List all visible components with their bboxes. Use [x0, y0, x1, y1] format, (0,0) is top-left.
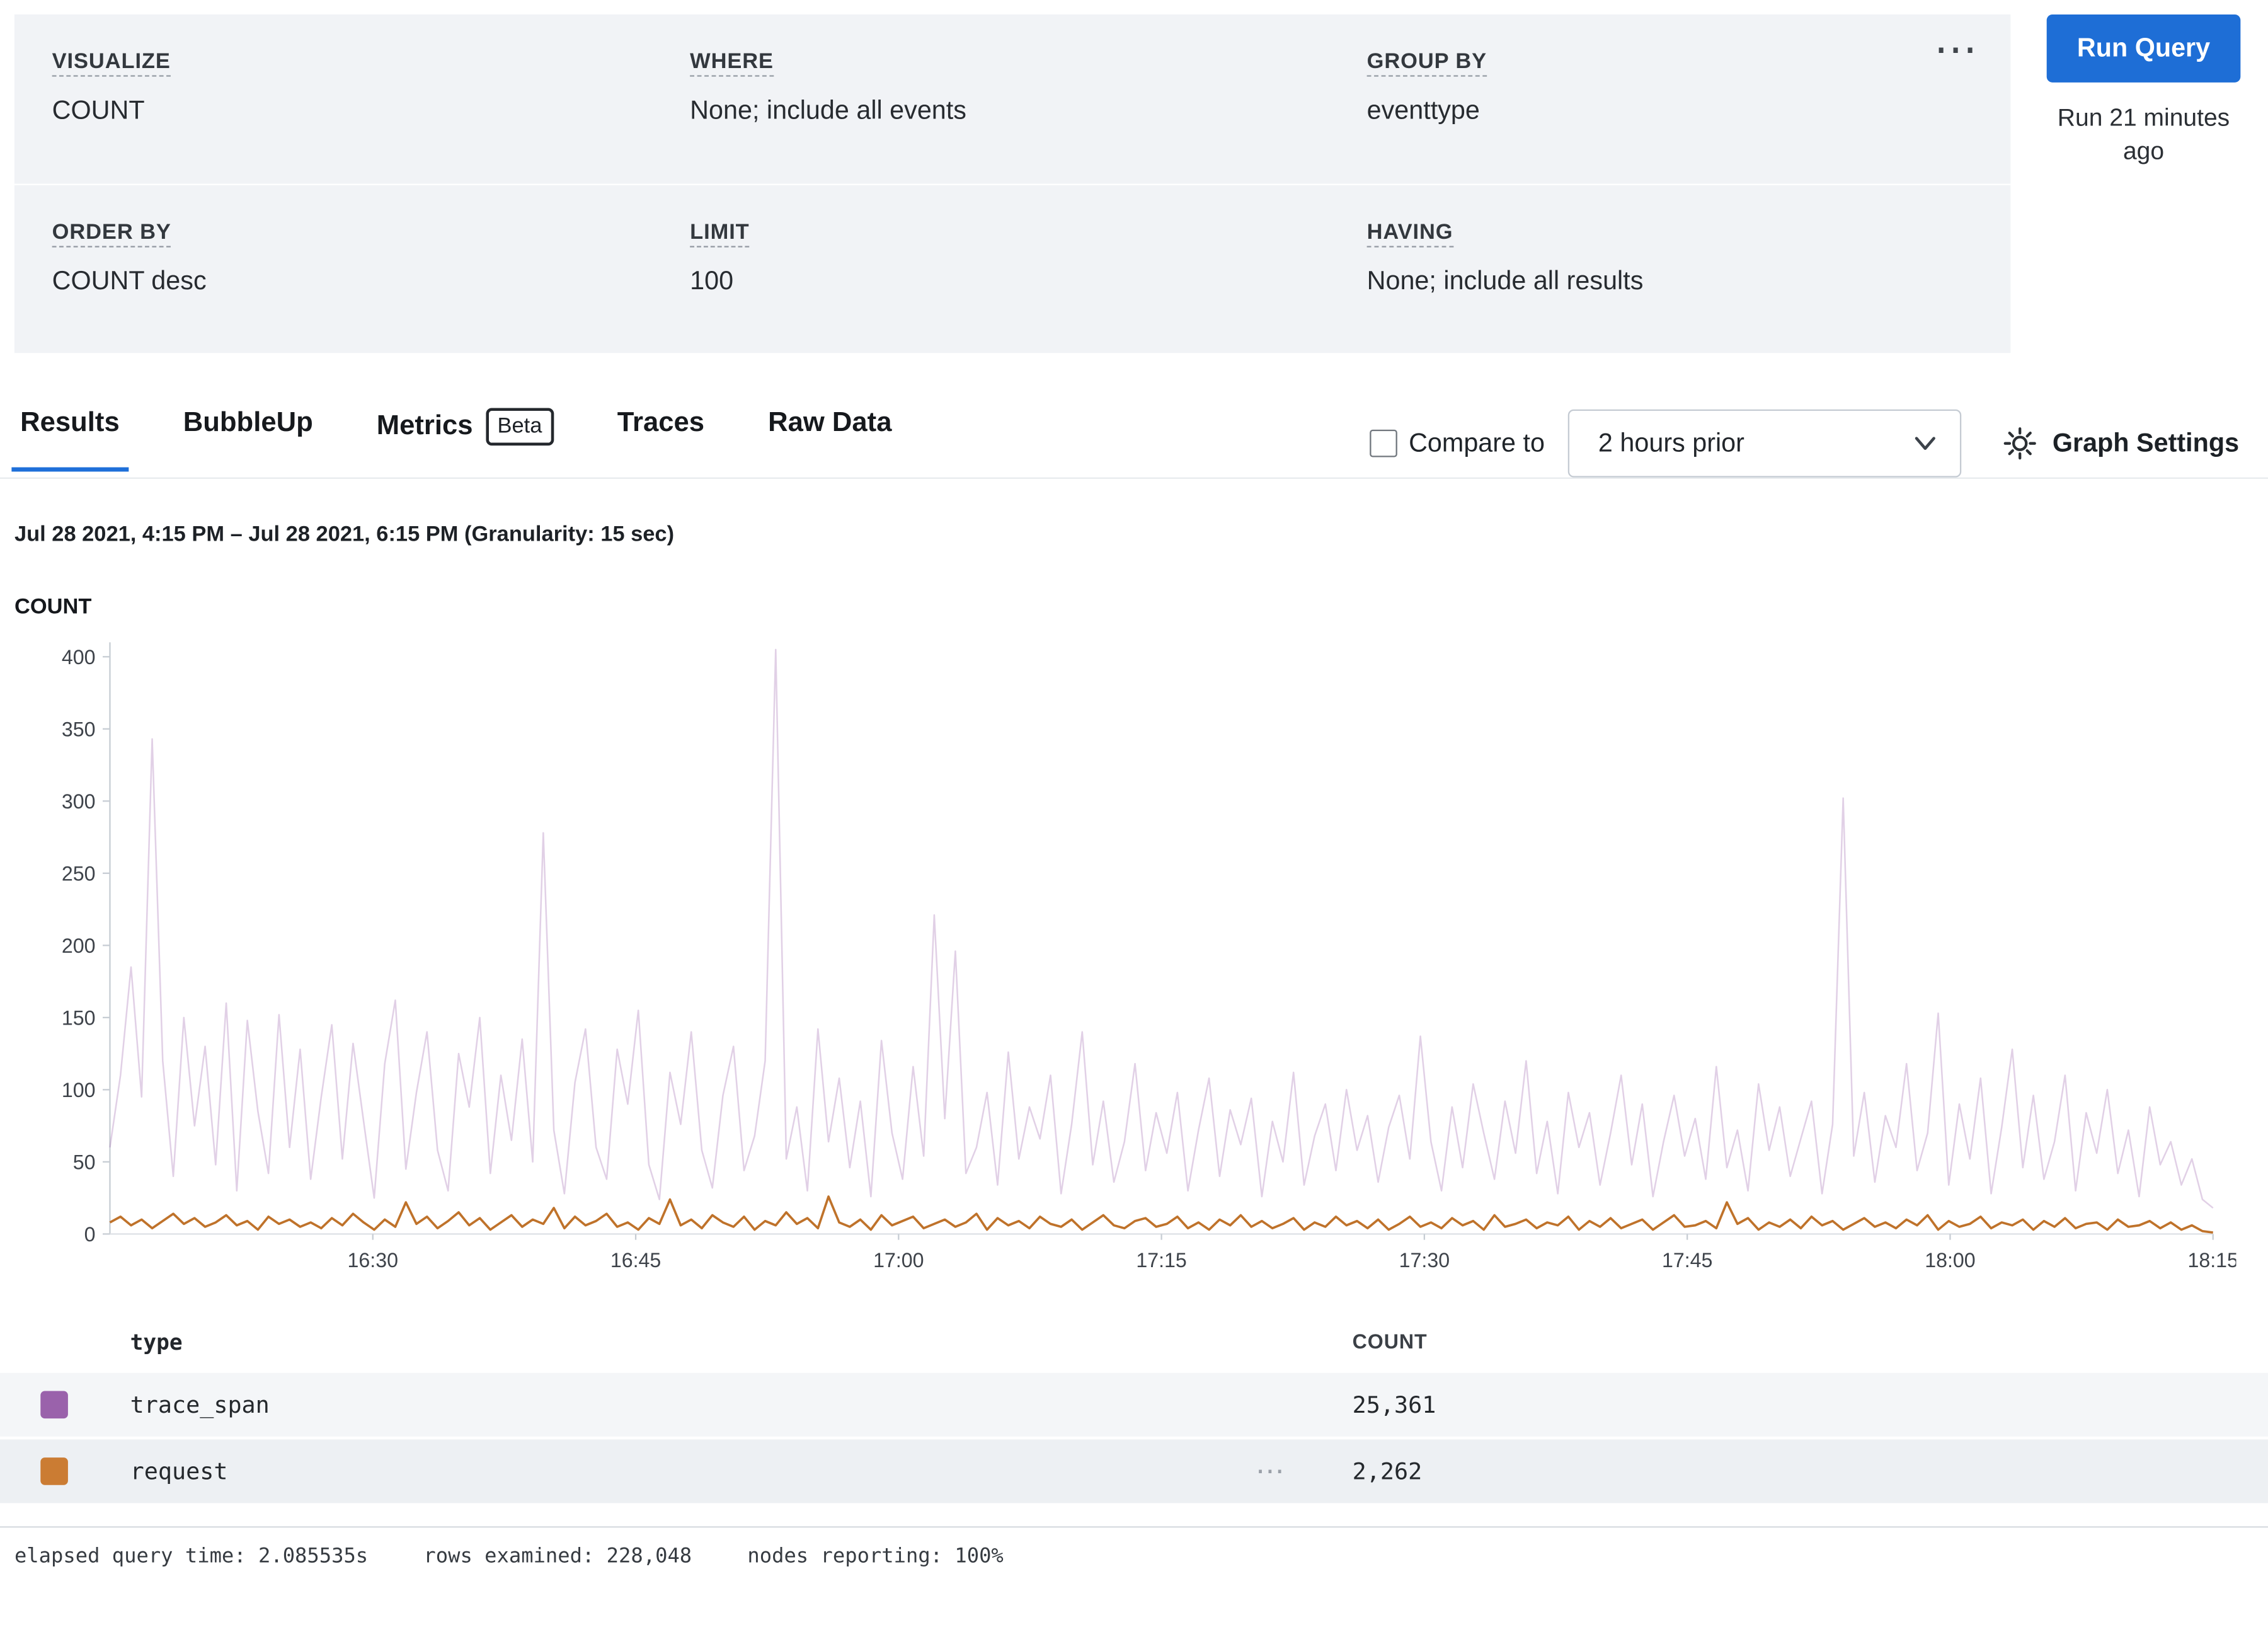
time-range: Jul 28 2021, 4:15 PM – Jul 28 2021, 6:15… — [14, 522, 675, 547]
svg-text:17:30: 17:30 — [1399, 1249, 1450, 1272]
nodes-reporting: nodes reporting: 100% — [747, 1545, 1004, 1568]
row-type-value: trace_span — [130, 1391, 270, 1419]
group-by-value[interactable]: eventtype — [1366, 95, 1480, 125]
run-column: Run Query Run 21 minutes ago — [2042, 14, 2245, 169]
chevron-down-icon — [1915, 437, 1935, 451]
run-query-button[interactable]: Run Query — [2046, 14, 2241, 83]
compare-label: Compare to — [1409, 427, 1545, 457]
tab-raw-data[interactable]: Raw Data — [768, 408, 891, 469]
svg-text:0: 0 — [84, 1223, 96, 1246]
limit-clause[interactable]: LIMIT 100 — [690, 221, 1366, 354]
where-clause[interactable]: WHERE None; include all events — [690, 50, 1366, 183]
svg-text:16:45: 16:45 — [610, 1249, 661, 1272]
svg-text:17:00: 17:00 — [873, 1249, 924, 1272]
query-panel-row-2: ORDER BY COUNT desc LIMIT 100 HAVING Non… — [14, 183, 2011, 355]
table-row[interactable]: request ⋯ 2,262 — [0, 1439, 2268, 1503]
group-by-label: GROUP BY — [1366, 50, 1487, 77]
order-by-label: ORDER BY — [52, 221, 171, 248]
order-by-value[interactable]: COUNT desc — [52, 266, 207, 296]
chart-ylabel: COUNT — [14, 594, 92, 619]
having-label: HAVING — [1366, 221, 1453, 248]
table-row[interactable]: trace_span 25,361 — [0, 1372, 2268, 1437]
row-count-value: 25,361 — [1352, 1391, 1436, 1419]
tab-traces-label: Traces — [617, 408, 705, 439]
elapsed-query-time: elapsed query time: 2.085535s — [14, 1545, 369, 1568]
results-chart[interactable]: 0 50 100 150 200 250 300 350 400 16:30 16:45 17:00 1… — [9, 622, 2236, 1280]
svg-text:18:15: 18:15 — [2188, 1249, 2236, 1272]
order-by-clause[interactable]: ORDER BY COUNT desc — [52, 221, 690, 354]
tab-traces[interactable]: Traces — [617, 408, 704, 469]
having-clause[interactable]: HAVING None; include all results — [1366, 221, 1982, 354]
row-menu-icon[interactable]: ⋯ — [1255, 1456, 1288, 1488]
svg-text:150: 150 — [62, 1006, 96, 1029]
beta-badge: Beta — [486, 408, 554, 445]
compare-checkbox[interactable] — [1370, 428, 1397, 457]
group-by-clause[interactable]: GROUP BY eventtype — [1366, 50, 1982, 183]
svg-text:50: 50 — [73, 1151, 96, 1173]
query-panel: ⋯ VISUALIZE COUNT WHERE None; include al… — [14, 14, 2011, 355]
graph-toolbar: Compare to 2 hours prior Graph Settings — [1370, 408, 2268, 477]
column-header-type[interactable]: type — [130, 1329, 183, 1356]
having-value[interactable]: None; include all results — [1366, 266, 1644, 296]
query-builder: ⋯ VISUALIZE COUNT WHERE None; include al… — [0, 0, 2268, 353]
last-run-status: Run 21 minutes ago — [2057, 104, 2230, 165]
results-table: type COUNT trace_span 25,361 request ⋯ 2… — [0, 1318, 2268, 1503]
where-label: WHERE — [690, 50, 774, 77]
compare-period-select[interactable]: 2 hours prior — [1567, 408, 1962, 477]
row-type-value: request — [130, 1457, 228, 1485]
tab-results[interactable]: Results — [11, 408, 128, 471]
rows-examined: rows examined: 228,048 — [423, 1545, 692, 1568]
svg-text:18:00: 18:00 — [1925, 1249, 1975, 1272]
query-panel-row-1: VISUALIZE COUNT WHERE None; include all … — [14, 14, 2010, 184]
overflow-menu-icon[interactable]: ⋯ — [1928, 23, 1984, 78]
svg-text:300: 300 — [62, 790, 96, 813]
query-status-bar: elapsed query time: 2.085535s rows exami… — [0, 1526, 2268, 1568]
column-header-count[interactable]: COUNT — [1352, 1329, 1428, 1353]
table-header: type COUNT — [0, 1318, 2268, 1371]
svg-text:16:30: 16:30 — [348, 1249, 398, 1272]
tabs: Results BubbleUp Metrics Beta Traces Raw … — [0, 408, 891, 471]
tab-metrics-label: Metrics — [376, 411, 473, 442]
tab-metrics[interactable]: Metrics Beta — [377, 408, 554, 469]
tab-bubbleup[interactable]: BubbleUp — [183, 408, 313, 469]
visualize-clause[interactable]: VISUALIZE COUNT — [52, 50, 690, 183]
svg-text:17:15: 17:15 — [1136, 1249, 1186, 1272]
row-count-value: 2,262 — [1352, 1457, 1423, 1485]
svg-text:17:45: 17:45 — [1662, 1249, 1712, 1272]
limit-label: LIMIT — [690, 221, 750, 248]
tab-bubbleup-label: BubbleUp — [183, 408, 313, 439]
svg-text:100: 100 — [62, 1079, 96, 1101]
tab-results-label: Results — [20, 408, 120, 439]
series-swatch — [40, 1391, 68, 1419]
graph-settings-label[interactable]: Graph Settings — [2052, 427, 2240, 457]
gear-icon[interactable] — [2002, 425, 2037, 461]
visualize-label: VISUALIZE — [52, 50, 171, 77]
tab-raw-data-label: Raw Data — [768, 408, 892, 439]
svg-text:350: 350 — [62, 718, 96, 740]
svg-text:200: 200 — [62, 934, 96, 957]
results-tabbar: Results BubbleUp Metrics Beta Traces Raw … — [0, 408, 2268, 479]
series-swatch — [40, 1457, 68, 1485]
limit-value[interactable]: 100 — [690, 266, 734, 296]
svg-text:250: 250 — [62, 862, 96, 885]
svg-text:400: 400 — [62, 646, 96, 669]
where-value[interactable]: None; include all events — [690, 95, 966, 125]
visualize-value[interactable]: COUNT — [52, 95, 145, 125]
compare-period-value: 2 hours prior — [1598, 427, 1744, 457]
